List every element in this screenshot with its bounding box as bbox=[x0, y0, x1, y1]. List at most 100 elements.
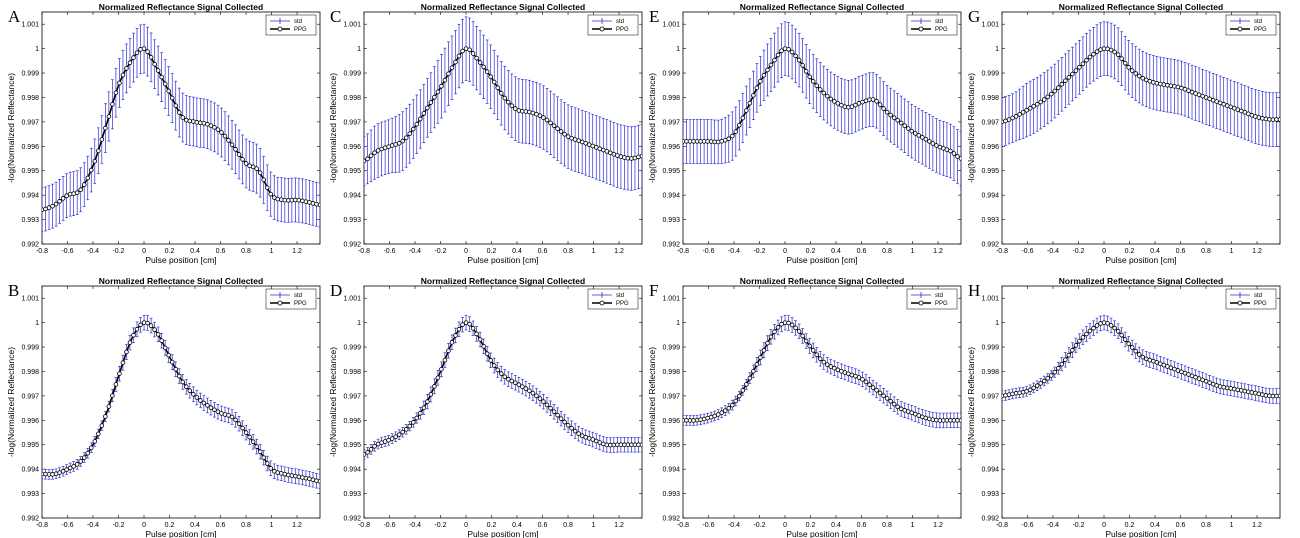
ppg-marker bbox=[1133, 348, 1139, 354]
y-tick-label: 0.999 bbox=[662, 71, 680, 78]
y-tick-label: 0.992 bbox=[981, 516, 999, 523]
ppg-marker bbox=[400, 429, 406, 435]
y-tick-label: 0.993 bbox=[343, 491, 361, 498]
ppg-marker bbox=[1045, 94, 1051, 100]
ppg-marker bbox=[212, 125, 217, 130]
ppg-marker bbox=[498, 371, 504, 376]
ppg-marker bbox=[1080, 335, 1086, 340]
ppg-marker bbox=[481, 344, 486, 349]
x-axis-label: Pulse position [cm] bbox=[786, 255, 857, 265]
ppg-marker bbox=[772, 329, 777, 335]
ppg-marker bbox=[99, 423, 105, 428]
ppg-marker bbox=[807, 74, 812, 80]
x-tick-label: -0.2 bbox=[434, 522, 446, 529]
ppg-marker bbox=[751, 93, 756, 98]
legend-ppg-marker bbox=[599, 26, 605, 32]
x-axis-label: Pulse position [cm] bbox=[467, 255, 538, 265]
ppg-marker bbox=[88, 445, 94, 451]
panel-letter: C bbox=[330, 7, 341, 26]
chart-panel-h: H Normalized Reflectance Signal Collected… bbox=[966, 276, 1281, 538]
ppg-marker bbox=[176, 373, 182, 379]
y-tick-label: 0.997 bbox=[981, 393, 999, 400]
ppg-marker bbox=[1119, 56, 1124, 61]
y-tick-label: 0.997 bbox=[21, 393, 39, 400]
legend: std PPG bbox=[906, 14, 958, 36]
ppg-marker bbox=[421, 111, 427, 116]
ppg-marker bbox=[1277, 117, 1280, 122]
ppg-marker bbox=[569, 425, 574, 431]
ppg-marker bbox=[229, 142, 235, 148]
ppg-marker bbox=[786, 320, 791, 326]
x-tick-label: 0.8 bbox=[241, 522, 251, 529]
ppg-marker bbox=[821, 359, 827, 365]
ppg-marker bbox=[877, 390, 883, 396]
ppg-marker bbox=[1020, 110, 1026, 115]
ppg-marker bbox=[152, 327, 157, 332]
legend-ppg-marker bbox=[918, 26, 924, 32]
ppg-marker bbox=[201, 400, 207, 406]
ppg-marker bbox=[491, 363, 497, 368]
ppg-marker bbox=[57, 199, 62, 204]
ppg-marker bbox=[923, 136, 929, 142]
ppg-marker bbox=[726, 405, 732, 411]
ppg-marker bbox=[895, 404, 900, 410]
ppg-marker bbox=[888, 112, 893, 118]
axes-frame bbox=[363, 11, 643, 245]
chart-title: Normalized Reflectance Signal Collected bbox=[740, 2, 904, 12]
x-tick-label: -0.8 bbox=[677, 248, 689, 255]
y-tick-label: 0.993 bbox=[662, 217, 680, 224]
ppg-marker bbox=[439, 83, 444, 89]
ppg-marker bbox=[789, 322, 795, 328]
ppg-marker bbox=[1070, 347, 1075, 353]
ppg-marker bbox=[215, 409, 221, 415]
y-tick-label: 0.992 bbox=[21, 516, 39, 523]
ppg-marker bbox=[912, 131, 918, 136]
y-tick-label: 1 bbox=[357, 46, 361, 53]
ppg-marker bbox=[421, 405, 427, 411]
ppg-marker bbox=[534, 393, 539, 399]
y-tick-label: 0.997 bbox=[981, 119, 999, 126]
ppg-marker bbox=[159, 74, 164, 80]
errorbar-series bbox=[1002, 21, 1280, 147]
ppg-marker bbox=[166, 88, 171, 94]
ppg-marker bbox=[817, 356, 823, 362]
ppg-marker bbox=[786, 47, 791, 52]
y-tick-label: 0.994 bbox=[21, 193, 39, 200]
ppg-marker bbox=[365, 450, 370, 455]
ppg-marker bbox=[1087, 328, 1093, 334]
x-tick-label: 1.2 bbox=[933, 522, 943, 529]
ppg-marker bbox=[740, 115, 746, 121]
ppg-marker bbox=[127, 60, 133, 66]
legend-ppg-marker bbox=[918, 300, 924, 306]
legend-box bbox=[1225, 14, 1277, 36]
x-tick-label: 0 bbox=[142, 248, 146, 255]
ppg-marker bbox=[1027, 387, 1033, 393]
ppg-marker bbox=[117, 371, 122, 376]
y-tick-label: 0.996 bbox=[21, 418, 39, 425]
ppg-marker bbox=[364, 158, 367, 164]
ppg-marker bbox=[754, 362, 760, 367]
ppg-marker bbox=[162, 81, 168, 87]
legend-box bbox=[906, 288, 958, 310]
ppg-marker bbox=[796, 57, 802, 63]
ppg-marker bbox=[793, 325, 798, 331]
ppg-marker bbox=[541, 115, 546, 120]
ppg-marker bbox=[1122, 337, 1128, 342]
ppg-marker bbox=[148, 323, 154, 328]
x-tick-label: 1.2 bbox=[1252, 522, 1262, 529]
ppg-marker bbox=[183, 384, 189, 390]
y-axis-label: -log(Normalized Reflectance) bbox=[6, 73, 16, 183]
ppg-marker bbox=[145, 320, 150, 326]
y-tick-label: 0.993 bbox=[343, 217, 361, 224]
ppg-marker bbox=[180, 379, 186, 385]
x-tick-label: 1 bbox=[270, 522, 274, 529]
x-tick-label: -0.6 bbox=[61, 522, 73, 529]
ppg-marker bbox=[551, 123, 557, 129]
ppg-marker bbox=[835, 101, 841, 106]
axes-frame bbox=[363, 285, 643, 519]
ppg-marker bbox=[240, 425, 245, 431]
ppg-marker bbox=[250, 164, 256, 170]
ppg-marker bbox=[1140, 354, 1146, 360]
chart-title: Normalized Reflectance Signal Collected bbox=[421, 2, 585, 12]
ppg-marker bbox=[453, 333, 458, 338]
